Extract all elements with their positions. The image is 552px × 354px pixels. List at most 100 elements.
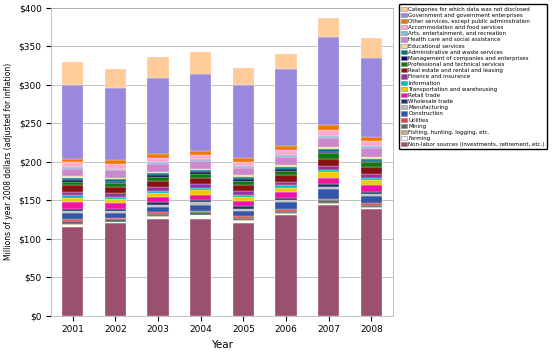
Bar [318,125,339,130]
Bar [318,184,339,187]
Bar [233,211,254,216]
Bar [233,158,254,162]
Bar [190,170,211,172]
Bar [62,180,83,182]
Bar [361,39,382,58]
Bar [318,149,339,152]
Bar [361,196,382,203]
Bar [62,85,83,159]
Bar [361,174,382,178]
Bar [105,88,126,160]
Bar [361,162,382,167]
Bar [62,225,83,227]
Bar [233,218,254,220]
Bar [190,172,211,174]
Bar [318,199,339,200]
Bar [147,217,169,218]
Bar [147,191,169,193]
Bar [318,170,339,172]
Bar [318,166,339,170]
Bar [105,211,126,213]
Bar [361,194,382,196]
Bar [318,178,339,184]
Bar [62,162,83,167]
Bar [275,150,297,155]
Bar [233,68,254,85]
Bar [105,213,126,218]
Bar [361,207,382,208]
Bar [105,182,126,183]
Bar [233,176,254,177]
Bar [275,182,297,185]
Bar [275,169,297,171]
Bar [190,178,211,184]
Bar [105,199,126,203]
Bar [233,179,254,181]
Bar [190,216,211,218]
Bar [318,204,339,205]
Bar [62,159,83,162]
Bar [62,202,83,209]
Bar [147,207,169,212]
Bar [233,206,254,209]
Bar [147,193,169,197]
Bar [233,201,254,206]
Bar [275,213,297,214]
Bar [233,185,254,191]
Bar [62,62,83,85]
Bar [147,158,169,162]
Bar [361,208,382,209]
Bar [318,130,339,136]
Bar [105,164,126,169]
Bar [190,161,211,169]
Bar [190,215,211,216]
Bar [147,218,169,315]
Bar [361,203,382,205]
Bar [233,168,254,176]
Bar [318,138,339,147]
Bar [275,171,297,176]
Bar [147,216,169,217]
Bar [233,166,254,168]
Bar [190,190,211,195]
Bar [275,165,297,167]
Y-axis label: Millions of year 2008 dollars (adjusted for inflation): Millions of year 2008 dollars (adjusted … [4,63,13,260]
Bar [105,223,126,315]
Bar [105,179,126,182]
Bar [233,195,254,197]
Bar [62,182,83,185]
Bar [275,200,297,202]
Bar [62,169,83,176]
Bar [361,141,382,146]
Bar [233,223,254,315]
Bar [318,187,339,189]
Bar [105,169,126,170]
Bar [275,216,297,315]
Bar [361,157,382,159]
Bar [190,195,211,200]
Bar [190,151,211,155]
Bar [147,181,169,187]
Bar [62,192,83,195]
Bar [147,205,169,207]
Bar [233,209,254,211]
Bar [275,185,297,188]
Bar [233,220,254,221]
Bar [147,176,169,177]
Bar [190,212,211,215]
Bar [147,173,169,176]
Bar [147,177,169,181]
Bar [318,152,339,153]
Bar [233,197,254,201]
Bar [233,181,254,185]
Bar [275,167,297,169]
Bar [318,203,339,204]
Bar [190,211,211,212]
Bar [105,203,126,209]
Bar [318,147,339,149]
Bar [361,146,382,148]
Bar [105,218,126,219]
Bar [361,167,382,174]
Bar [233,221,254,223]
Bar [105,183,126,187]
